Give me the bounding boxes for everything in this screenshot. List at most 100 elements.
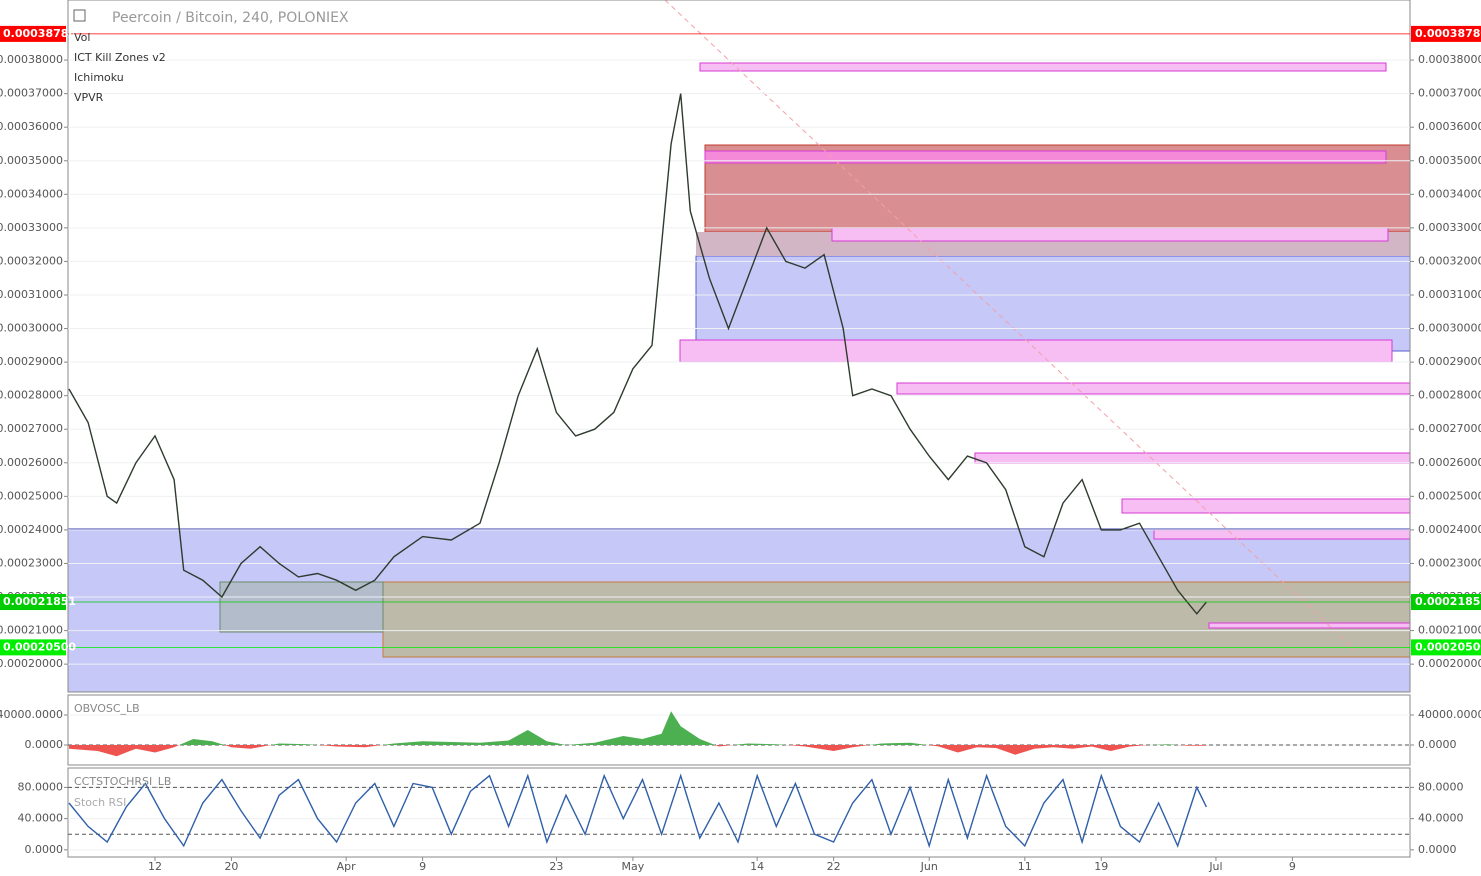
price-label-box (0, 25, 66, 42)
y-tick-label: 0.00024000 (0, 523, 63, 536)
price-label: 0.00020500 (1415, 640, 1481, 653)
y-tick-label: 40.0000 (1418, 812, 1464, 825)
y-tick-label: 0.0000 (25, 843, 64, 856)
y-tick-label: 0.00036000 (1418, 120, 1481, 133)
y-tick-label: 0.00038000 (0, 53, 63, 66)
kill-zone (831, 227, 1389, 242)
y-tick-label: 0.00021000 (0, 624, 63, 637)
area-positive (179, 711, 1179, 745)
x-tick-label: 19 (1094, 860, 1108, 873)
y-tick-label: 40000.0000 (1418, 708, 1481, 721)
x-tick-label: 22 (827, 860, 841, 873)
y-tick-label: 0.00034000 (1418, 187, 1481, 200)
y-tick-label: 0.00023000 (0, 556, 63, 569)
collapse-button[interactable] (73, 9, 86, 22)
y-tick-label: 40.0000 (18, 812, 64, 825)
y-tick-label: 0.00021000 (1418, 624, 1481, 637)
price-label-box (1411, 639, 1481, 656)
y-tick-label: 0.00033000 (0, 221, 63, 234)
x-tick-label: 23 (549, 860, 563, 873)
y-tick-label: 0.00020000 (0, 657, 63, 670)
y-tick-label: 40000.0000 (0, 708, 63, 721)
panel-borders (67, 0, 1411, 858)
zone (695, 255, 1411, 352)
price-label-box (0, 639, 66, 656)
y-tick-label: 0.00032000 (0, 254, 63, 267)
price-label: 0.00021851 (3, 595, 76, 608)
y-tick-label: 0.0000 (1418, 738, 1457, 751)
zone (382, 581, 1411, 658)
price-panel (67, 0, 1411, 693)
y-tick-label: 0.00026000 (1418, 456, 1481, 469)
x-tick-label: May (622, 860, 645, 873)
y-tick-label: 0.00028000 (0, 389, 63, 402)
series-line (68, 93, 1207, 615)
y-tick-label: 0.00027000 (1418, 422, 1481, 435)
price-label: 0.00038780 (3, 27, 76, 40)
y-tick-label: 0.00032000 (1418, 254, 1481, 267)
y-tick-label: 80.0000 (18, 780, 64, 793)
y-tick-label: 0.00025000 (0, 489, 63, 502)
price-label: 0.00020500 (3, 640, 76, 653)
y-tick-label: 0.00030000 (1418, 322, 1481, 335)
y-tick-label: 0.00031000 (1418, 288, 1481, 301)
x-tick-label: Jul (1208, 860, 1222, 873)
indicator-name: CCTSTOCHRSI_LB (74, 775, 171, 788)
price-label-box (1411, 25, 1481, 42)
kill-zone (974, 452, 1411, 464)
y-tick-label: 0.0000 (1418, 843, 1457, 856)
kill-zone (896, 382, 1411, 395)
x-tick-label: 12 (148, 860, 162, 873)
y-tick-label: 0.0000 (25, 738, 64, 751)
indicator-name[interactable]: Vol (74, 31, 90, 44)
kill-zone (704, 150, 1387, 164)
x-tick-label: Apr (337, 860, 357, 873)
series-line (68, 773, 1208, 849)
indicator-name: Stoch RSI (74, 796, 126, 809)
plot-layer: 0.00020000 0.00020000 0.00021000 0.00021000… (0, 25, 1481, 873)
x-tick-label: 14 (750, 860, 764, 873)
indicator-name[interactable]: Ichimoku (74, 71, 124, 84)
indicator-name[interactable]: ICT Kill Zones v2 (74, 51, 166, 64)
y-tick-label: 0.00031000 (0, 288, 63, 301)
y-tick-label: 0.00020000 (1418, 657, 1481, 670)
symbol-title[interactable]: Peercoin / Bitcoin, 240, POLONIEX (112, 10, 349, 26)
y-tick-label: 0.00029000 (1418, 355, 1481, 368)
y-tick-label: 0.00029000 (0, 355, 63, 368)
y-tick-label: 0.00030000 (0, 322, 63, 335)
area-negative (68, 744, 1207, 757)
kill-zone (699, 62, 1387, 72)
y-tick-label: 0.00035000 (0, 154, 63, 167)
price-label: 0.00038780 (1415, 27, 1481, 40)
kill-zone (679, 339, 1393, 363)
kill-zone (1208, 622, 1411, 629)
y-tick-label: 0.00025000 (1418, 489, 1481, 502)
price-label: 0.00021851 (1415, 595, 1481, 608)
y-tick-label: 80.0000 (1418, 780, 1464, 793)
kill-zone (1121, 498, 1411, 514)
indicator-name[interactable]: VPVR (74, 91, 104, 104)
y-tick-label: 0.00037000 (1418, 87, 1481, 100)
y-tick-label: 0.00033000 (1418, 221, 1481, 234)
y-tick-label: 0.00023000 (1418, 556, 1481, 569)
x-tick-label: Jun (920, 860, 938, 873)
y-tick-label: 0.00035000 (1418, 154, 1481, 167)
trend-line (664, 0, 1356, 651)
indicator-name: OBVOSC_LB (74, 702, 140, 715)
stoch-panel (67, 767, 1411, 858)
x-tick-label: 9 (419, 860, 426, 873)
price-label-box (0, 594, 66, 611)
y-tick-label: 0.00028000 (1418, 389, 1481, 402)
x-tick-label: 20 (224, 860, 238, 873)
kill-zone (1153, 529, 1411, 540)
y-tick-label: 0.00027000 (0, 422, 63, 435)
obv-panel (67, 694, 1411, 766)
x-tick-label: 11 (1018, 860, 1032, 873)
y-tick-label: 0.00037000 (0, 87, 63, 100)
x-tick-label: 9 (1289, 860, 1296, 873)
y-tick-label: 0.00024000 (1418, 523, 1481, 536)
y-tick-label: 0.00034000 (0, 187, 63, 200)
y-tick-label: 0.00026000 (0, 456, 63, 469)
y-tick-label: 0.00038000 (1418, 53, 1481, 66)
